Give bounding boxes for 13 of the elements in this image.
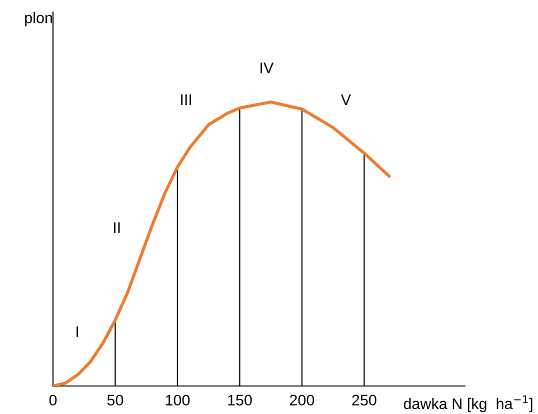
annotation: III — [181, 94, 192, 105]
x-tick-label: 150 — [228, 394, 252, 406]
annotation: I — [76, 326, 78, 337]
x-tick-label: 250 — [352, 394, 376, 406]
annotation: V — [340, 94, 351, 105]
x-tick-label: 200 — [290, 394, 314, 406]
x-axis-title: dawka N [kg ha$^{−1}$] — [404, 395, 532, 412]
x-tick-label: 100 — [166, 394, 190, 406]
x-tick-label: 50 — [107, 394, 124, 406]
y-axis-title: plon — [25, 12, 52, 26]
text: IV — [260, 62, 274, 74]
annotation: II — [114, 222, 120, 233]
x-tick-label: 0 — [49, 394, 57, 406]
